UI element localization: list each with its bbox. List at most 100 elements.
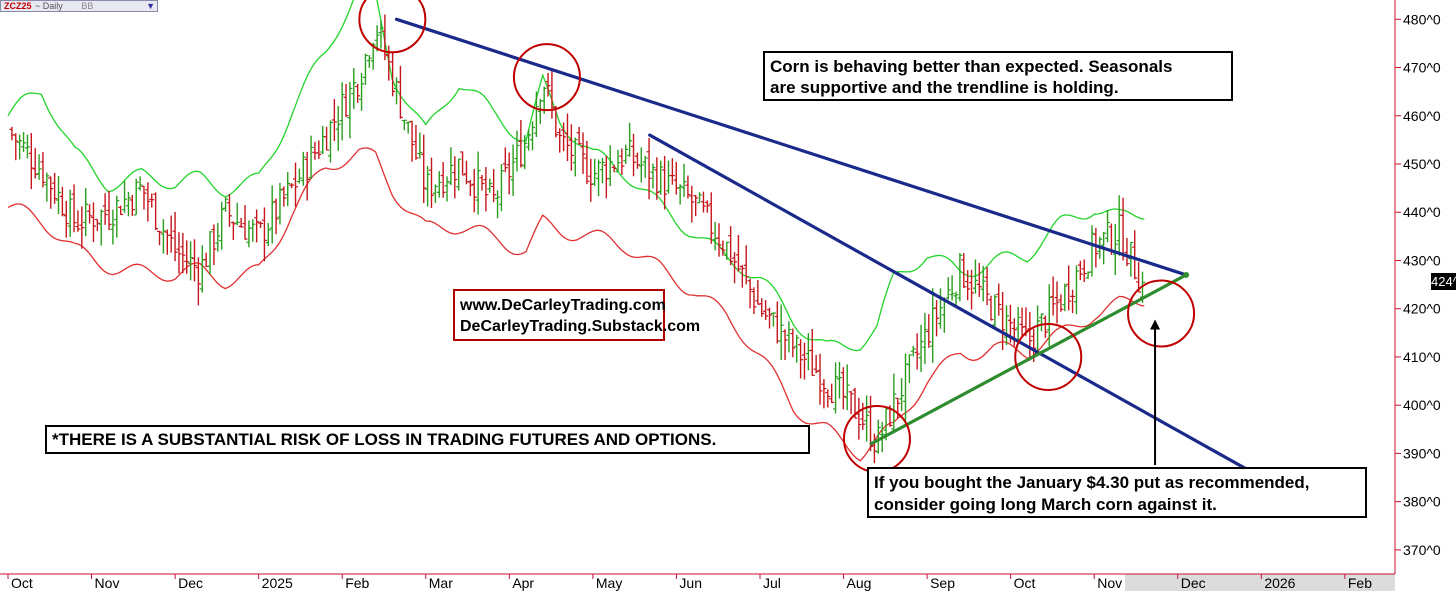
ohlc-bar	[21, 132, 27, 152]
ohlc-bar	[623, 144, 629, 164]
ohlc-bar	[502, 147, 508, 173]
y-tick-label: 470^0	[1403, 60, 1441, 76]
ohlc-bar	[646, 137, 652, 200]
ohlc-bar	[1116, 195, 1122, 256]
x-tick-label: Sep	[930, 575, 955, 591]
ohlc-bar	[421, 134, 427, 204]
ohlc-bar	[996, 283, 1002, 316]
ohlc-bar	[436, 171, 442, 198]
website-link[interactable]: www.DeCarleyTrading.com	[460, 297, 666, 314]
ohlc-bar	[293, 162, 299, 207]
ohlc-bar	[36, 154, 42, 180]
ohlc-bar	[992, 294, 998, 330]
ohlc-bar	[118, 205, 124, 216]
ohlc-bar	[281, 186, 287, 207]
y-tick-label: 380^0	[1403, 494, 1441, 510]
ohlc-bar	[868, 395, 874, 452]
trendline-break-line	[648, 133, 1255, 475]
ohlc-bar	[359, 73, 365, 111]
highlight-circle	[1127, 279, 1196, 348]
ohlc-bar	[611, 164, 617, 173]
ohlc-bar	[184, 240, 190, 274]
arrow-up-icon	[1150, 319, 1161, 330]
ohlc-bar	[576, 126, 582, 145]
x-tick-label: Jun	[679, 575, 702, 591]
y-tick-label: 450^0	[1403, 156, 1441, 172]
ohlc-bar	[195, 257, 201, 306]
ohlc-bar	[129, 194, 135, 217]
highlight-circles	[358, 0, 1196, 473]
ohlc-bar	[1035, 305, 1041, 354]
ohlc-bar	[1066, 265, 1072, 311]
ohlc-bar	[335, 105, 341, 151]
ohlc-bar	[596, 159, 602, 197]
ohlc-bar	[759, 298, 765, 317]
x-tick-label: 2025	[262, 575, 293, 591]
highlight-circle	[512, 43, 581, 112]
ohlc-bar	[141, 185, 147, 210]
ohlc-bar	[1058, 294, 1064, 312]
ohlc-bar	[553, 105, 559, 138]
ohlc-bar	[444, 176, 450, 202]
ohlc-bar	[693, 195, 699, 217]
ohlc-bar	[747, 278, 753, 309]
ohlc-bar	[1062, 283, 1068, 312]
ohlc-bar	[261, 207, 267, 262]
ohlc-bar	[607, 145, 613, 187]
substack-link[interactable]: DeCarleyTrading.Substack.com	[460, 318, 701, 335]
highlight-circle	[358, 0, 427, 54]
ohlc-bar	[1054, 281, 1060, 324]
symbol-code: ZCZ25	[4, 1, 32, 11]
ohlc-bar	[133, 178, 139, 216]
upper-band-line	[7, 0, 1145, 352]
symbol-selector[interactable]: ZCZ25 ~ Daily BB ▼	[0, 0, 158, 12]
ohlc-bar	[767, 307, 773, 329]
ohlc-bar	[125, 191, 131, 217]
triangle-down-icon[interactable]: ▼	[146, 1, 155, 11]
ohlc-bar	[1081, 259, 1087, 282]
website-links-note: www.DeCarleyTrading.com DeCarleyTrading.…	[453, 289, 701, 341]
x-tick-label: Apr	[512, 575, 534, 591]
ohlc-bar	[1019, 307, 1025, 337]
ohlc-bar	[530, 121, 536, 151]
ohlc-bar	[934, 300, 940, 337]
ohlc-bar	[432, 184, 438, 203]
ohlc-bar	[763, 300, 769, 321]
ohlc-bar	[67, 189, 73, 237]
ohlc-bar	[926, 314, 932, 348]
ohlc-bar	[164, 229, 170, 255]
corn-commentary-note: Corn is behaving better than expected. S…	[763, 51, 1233, 101]
ohlc-bar	[215, 222, 221, 252]
ohlc-bar	[300, 151, 306, 186]
ohlc-bar	[755, 279, 761, 305]
ohlc-bar	[965, 270, 971, 301]
y-tick-label: 480^0	[1403, 11, 1441, 27]
ohlc-bar	[347, 81, 353, 139]
ohlc-bar	[94, 218, 100, 232]
ohlc-bar	[32, 148, 38, 179]
ohlc-bar	[895, 397, 901, 419]
ohlc-bar	[910, 345, 916, 357]
ohlc-bar	[724, 241, 730, 260]
ohlc-bar	[79, 206, 85, 249]
ohlc-bar	[106, 190, 112, 231]
ohlc-bar	[471, 168, 477, 213]
put-note-line-1: If you bought the January $4.30 put as r…	[874, 473, 1310, 492]
ohlc-bar	[918, 324, 924, 373]
x-tick-label: 2026	[1264, 575, 1295, 591]
ohlc-bar	[561, 122, 567, 152]
ohlc-bar	[102, 193, 108, 225]
ohlc-bar	[168, 215, 174, 253]
ohlc-bar	[848, 391, 854, 415]
ohlc-bar	[1136, 262, 1142, 293]
ohlc-bar	[382, 14, 388, 61]
ohlc-bar	[362, 53, 368, 86]
ohlc-bar	[425, 166, 431, 207]
ohlc-bar	[557, 128, 563, 153]
ohlc-bar	[495, 190, 501, 219]
ohlc-bar	[969, 269, 975, 310]
ohlc-bar	[1000, 292, 1006, 351]
ohlc-bar	[899, 378, 905, 412]
ohlc-bar	[374, 25, 380, 52]
